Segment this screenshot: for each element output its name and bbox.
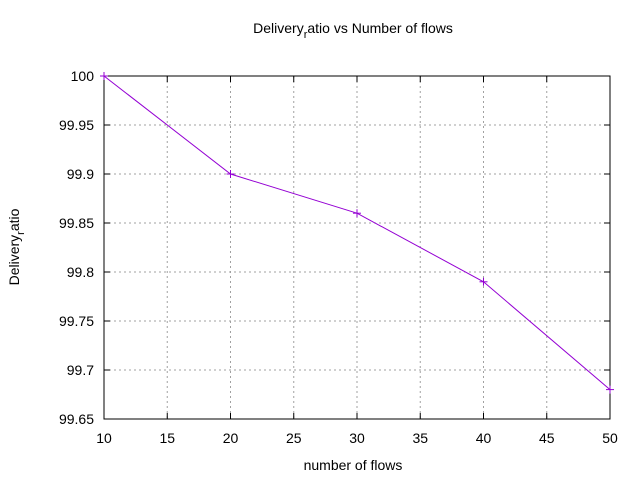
y-axis-label-post: atio xyxy=(6,208,22,231)
x-axis-label: number of flows xyxy=(304,457,403,473)
data-point-marker xyxy=(606,385,614,394)
x-tick-label: 35 xyxy=(412,430,428,446)
x-tick-label: 40 xyxy=(476,430,492,446)
x-tick-label: 10 xyxy=(96,430,112,446)
data-point-marker xyxy=(479,277,488,286)
x-tick-label: 20 xyxy=(223,430,239,446)
series xyxy=(100,72,614,394)
x-tick-label: 30 xyxy=(349,430,365,446)
plot-border xyxy=(103,75,611,420)
y-axis-label: Deliveryratio xyxy=(6,208,27,285)
y-tick-label: 99.9 xyxy=(67,166,94,182)
chart-title-sub: r xyxy=(304,29,308,41)
y-tick-label: 100 xyxy=(71,68,95,84)
x-tick-label: 50 xyxy=(602,430,618,446)
y-tick-label: 99.75 xyxy=(59,313,94,329)
y-tick-label: 99.85 xyxy=(59,215,94,231)
grid xyxy=(104,76,610,419)
data-point-marker xyxy=(353,209,361,218)
chart-title: Deliveryratio vs Number of flows xyxy=(253,20,453,41)
ticks: 10 15 20 25 30 35 40 45 50 99.65 99.7 99.75 99.8 99.8… xyxy=(59,68,618,446)
data-point-marker xyxy=(226,170,235,178)
x-tick-label: 45 xyxy=(539,430,555,446)
x-tick-label: 15 xyxy=(159,430,175,446)
y-tick-label: 99.95 xyxy=(59,117,94,133)
y-tick-label: 99.8 xyxy=(67,264,94,280)
chart-title-post: atio vs Number of flows xyxy=(307,20,453,36)
x-tick-label: 25 xyxy=(286,430,302,446)
chart-title-pre: Delivery xyxy=(253,20,304,36)
y-axis-label-pre: Delivery xyxy=(6,235,22,286)
y-tick-label: 99.7 xyxy=(67,362,94,378)
y-axis-label-sub: r xyxy=(15,231,27,235)
y-tick-label: 99.65 xyxy=(59,411,94,427)
data-point-marker xyxy=(100,72,108,80)
